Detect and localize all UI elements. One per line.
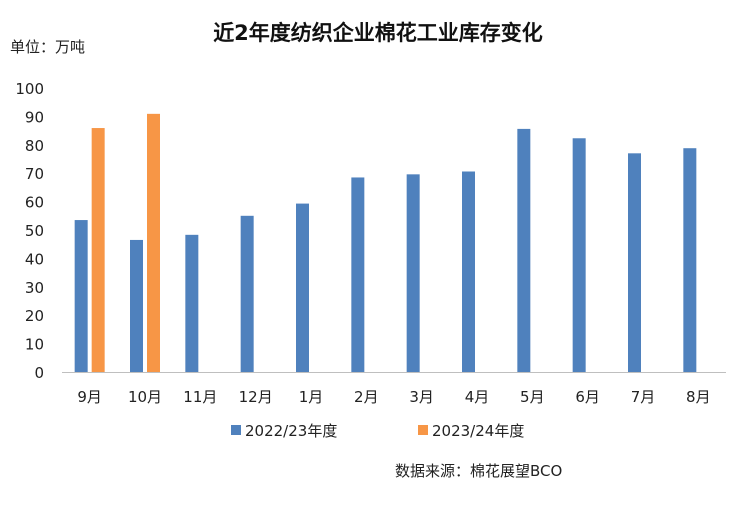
bar-series-1 [74,220,88,372]
bar-series-1 [351,177,365,372]
bar-series-2 [147,113,160,373]
y-tick-label: 60 [25,194,44,212]
bar-series-1 [406,174,420,372]
x-axis: 9月 10月 11月 12月 1月 2月 3月 4月 5月 6月 7月 8月 [62,372,726,406]
y-tick-label: 0 [34,364,44,382]
y-tick-label: 80 [25,137,44,155]
y-tick-label: 20 [25,307,44,325]
x-tick-label: 2月 [354,388,379,406]
bar-series-1 [240,215,254,372]
y-tick-label: 30 [25,279,44,297]
bar-series-1 [517,128,531,372]
bar-series-1 [572,138,586,372]
legend-label: 2023/24年度 [432,422,524,440]
x-tick-label: 7月 [631,388,656,406]
y-tick-label: 70 [25,165,44,183]
source-note: 数据来源：棉花展望BCO [395,462,562,480]
y-tick-label: 40 [25,250,44,268]
x-tick-label: 6月 [575,388,600,406]
x-tick-label: 5月 [520,388,545,406]
bar-series-1 [628,153,641,372]
x-tick-label: 1月 [299,388,324,406]
legend-swatch [231,425,241,435]
legend: 2022/23年度 2023/24年度 [231,422,524,440]
x-tick-label: 9月 [77,388,102,406]
chart-title: 近2年度纺织企业棉花工业库存变化 [213,21,543,45]
y-tick-label: 10 [25,336,44,354]
x-tick-label: 4月 [465,388,490,406]
x-tick-label: 8月 [686,388,711,406]
bar-series-1 [683,148,697,372]
y-tick-label: 90 [25,108,44,126]
bar-series-2 [91,128,105,372]
x-tick-label: 3月 [409,388,434,406]
bar-series-1 [462,171,475,372]
x-tick-label: 11月 [183,388,217,406]
x-tick-label: 12月 [239,388,273,406]
y-tick-label: 50 [25,222,44,240]
bars [74,113,697,373]
bar-series-1 [130,239,143,372]
bar-series-1 [185,234,199,372]
y-axis: 0 10 20 30 40 50 60 70 80 90 100 [15,80,44,382]
legend-swatch [418,425,428,435]
x-tick-label: 10月 [128,388,162,406]
bar-series-1 [296,203,309,372]
legend-label: 2022/23年度 [245,422,337,440]
y-tick-label: 100 [15,80,44,98]
unit-label: 单位：万吨 [10,38,85,56]
